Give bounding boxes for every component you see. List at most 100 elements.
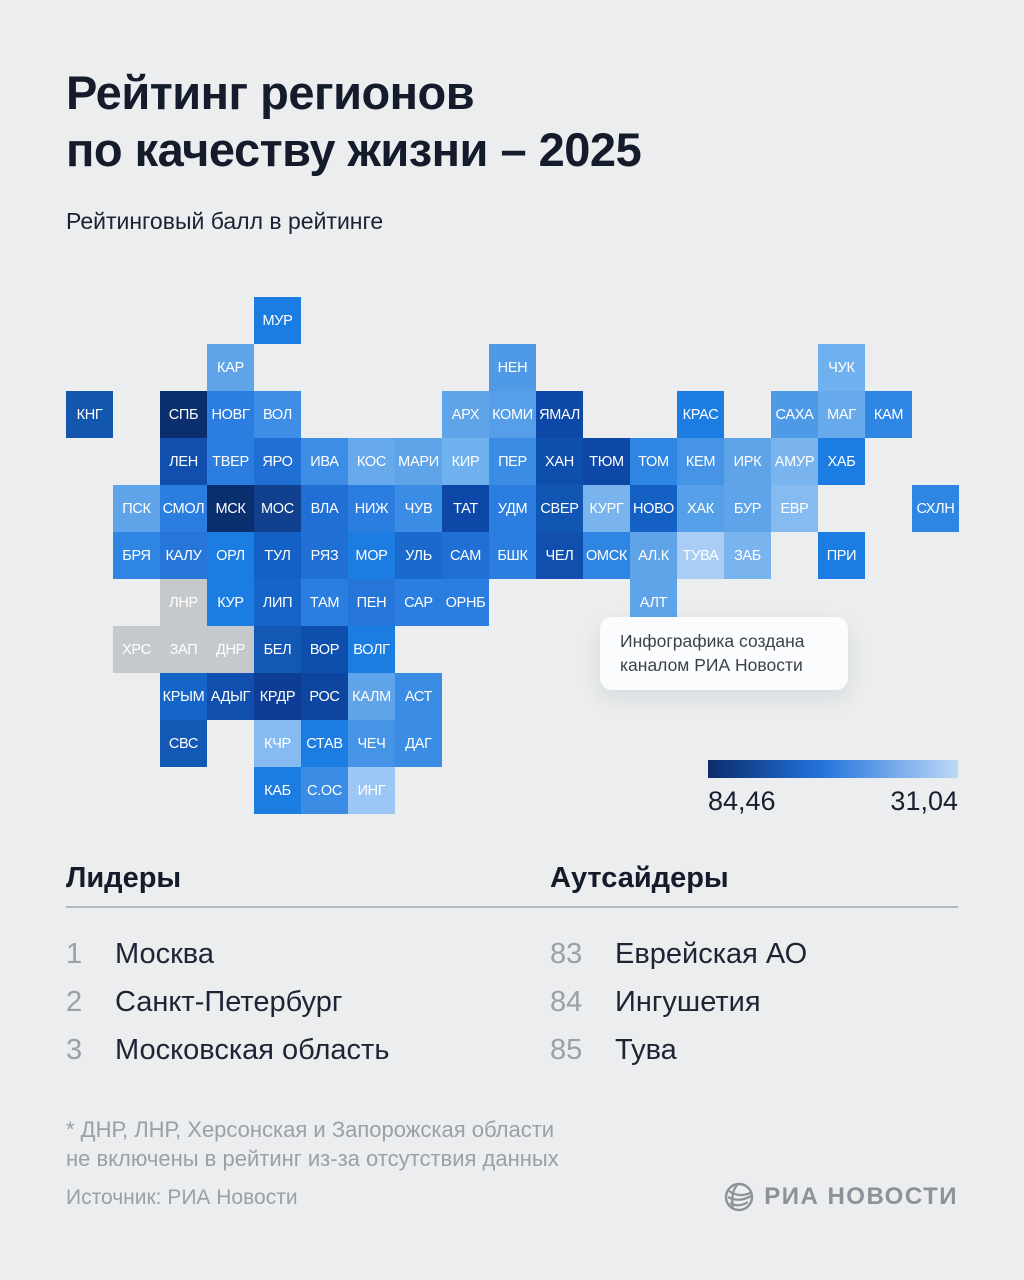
footnote-line-1: * ДНР, ЛНР, Херсонская и Запорожская обл… [66, 1117, 555, 1142]
region-tile-НЕН: НЕН [489, 344, 536, 391]
region-tile-ИВА: ИВА [301, 438, 348, 485]
region-tile-ЛЕН: ЛЕН [160, 438, 207, 485]
region-tile-ЗАБ: ЗАБ [724, 532, 771, 579]
region-tile-ЧЕЧ: ЧЕЧ [348, 720, 395, 767]
rank-row: 85 Тува [550, 1034, 807, 1082]
region-tile-ЧЕЛ: ЧЕЛ [536, 532, 583, 579]
region-name: Санкт-Петербург [115, 986, 343, 1018]
rank-row: 3 Московская область [66, 1034, 389, 1082]
region-tile-БЕЛ: БЕЛ [254, 626, 301, 673]
brand-name: РИА НОВОСТИ [764, 1183, 958, 1210]
rank-number: 3 [66, 1034, 83, 1066]
region-tile-КАЛУ: КАЛУ [160, 532, 207, 579]
rank-number: 84 [550, 986, 583, 1018]
region-tile-ОРНБ: ОРНБ [442, 579, 489, 626]
region-tile-КИР: КИР [442, 438, 489, 485]
region-tile-АРХ: АРХ [442, 391, 489, 438]
region-tile-ВОР: ВОР [301, 626, 348, 673]
rank-number: 2 [66, 986, 83, 1018]
footnote-line-2: не включены в рейтинг из-за отсутствия д… [66, 1146, 559, 1172]
attribution-note: Инфографика создана каналом РИА Новости [600, 617, 848, 691]
rank-number: 85 [550, 1034, 583, 1066]
region-tile-КАБ: КАБ [254, 767, 301, 814]
region-tile-ЧУВ: ЧУВ [395, 485, 442, 532]
rank-row: 83 Еврейская АО [550, 938, 807, 986]
region-tile-ЯРО: ЯРО [254, 438, 301, 485]
leaders-heading: Лидеры [66, 862, 182, 894]
region-tile-НОВО: НОВО [630, 485, 677, 532]
region-tile-МАГ: МАГ [818, 391, 865, 438]
region-tile-ТАМ: ТАМ [301, 579, 348, 626]
legend-min-label: 31,04 [890, 786, 958, 816]
rank-number: 1 [66, 938, 83, 970]
region-name: Москва [115, 938, 215, 970]
region-tile-ТУВА: ТУВА [677, 532, 724, 579]
region-tile-ТЮМ: ТЮМ [583, 438, 630, 485]
region-tile-ПРИ: ПРИ [818, 532, 865, 579]
region-tile-КУРГ: КУРГ [583, 485, 630, 532]
region-name: Московская область [115, 1034, 390, 1066]
region-tile-КОС: КОС [348, 438, 395, 485]
region-tile-ХАБ: ХАБ [818, 438, 865, 485]
source-label: Источник: РИА Новости [66, 1186, 298, 1209]
ria-globe-icon [724, 1182, 754, 1212]
region-tile-УДМ: УДМ [489, 485, 536, 532]
region-tile-ПСК: ПСК [113, 485, 160, 532]
region-tile-КРАС: КРАС [677, 391, 724, 438]
footnote: * ДНР, ЛНР, Херсонская и Запорожская обл… [66, 1115, 559, 1174]
region-tile-НОВГ: НОВГ [207, 391, 254, 438]
region-tile-АДЫГ: АДЫГ [207, 673, 254, 720]
region-tile-САР: САР [395, 579, 442, 626]
region-tile-КАМ: КАМ [865, 391, 912, 438]
region-tile-КУР: КУР [207, 579, 254, 626]
region-tile-СХЛН: СХЛН [912, 485, 959, 532]
region-tile-РЯЗ: РЯЗ [301, 532, 348, 579]
region-tile-ТВЕР: ТВЕР [207, 438, 254, 485]
region-tile-САМ: САМ [442, 532, 489, 579]
region-name: Ингушетия [615, 986, 761, 1018]
region-tile-ИРК: ИРК [724, 438, 771, 485]
title-line-1: Рейтинг регионов [66, 66, 475, 119]
region-tile-ИНГ: ИНГ [348, 767, 395, 814]
region-tile-КРЫМ: КРЫМ [160, 673, 207, 720]
page-title: Рейтинг регионов по качеству жизни – 202… [66, 64, 642, 179]
region-tile-ЕВР: ЕВР [771, 485, 818, 532]
region-tile-ЛНР: ЛНР [160, 579, 207, 626]
region-tile-МАРИ: МАРИ [395, 438, 442, 485]
region-tile-НИЖ: НИЖ [348, 485, 395, 532]
region-tile-АЛ.К: АЛ.К [630, 532, 677, 579]
region-tile-ХРС: ХРС [113, 626, 160, 673]
region-tile-ЧУК: ЧУК [818, 344, 865, 391]
region-tile-ВЛА: ВЛА [301, 485, 348, 532]
tile-map: МУР КАР НЕН ЧУК КНГ СПБ НОВГ ВОЛ АРХ КОМИ ЯМАЛ КРАС… [66, 297, 966, 817]
region-tile-СВС: СВС [160, 720, 207, 767]
region-tile-СВЕР: СВЕР [536, 485, 583, 532]
region-tile-ХАК: ХАК [677, 485, 724, 532]
region-tile-ТОМ: ТОМ [630, 438, 677, 485]
region-tile-УЛЬ: УЛЬ [395, 532, 442, 579]
region-tile-КАР: КАР [207, 344, 254, 391]
region-tile-ДАГ: ДАГ [395, 720, 442, 767]
rank-row: 1 Москва [66, 938, 389, 986]
region-tile-СМОЛ: СМОЛ [160, 485, 207, 532]
region-tile-ДНР: ДНР [207, 626, 254, 673]
region-tile-АСТ: АСТ [395, 673, 442, 720]
region-tile-МУР: МУР [254, 297, 301, 344]
rank-row: 2 Санкт-Петербург [66, 986, 389, 1034]
region-tile-КАЛМ: КАЛМ [348, 673, 395, 720]
region-tile-ТАТ: ТАТ [442, 485, 489, 532]
title-line-2: по качеству жизни – 2025 [66, 123, 642, 177]
region-tile-КРДР: КРДР [254, 673, 301, 720]
region-tile-ЗАП: ЗАП [160, 626, 207, 673]
region-tile-ПЕН: ПЕН [348, 579, 395, 626]
region-tile-ЯМАЛ: ЯМАЛ [536, 391, 583, 438]
region-name: Еврейская АО [615, 938, 808, 970]
region-tile-С.ОС: С.ОС [301, 767, 348, 814]
region-tile-БУР: БУР [724, 485, 771, 532]
region-tile-МСК: МСК [207, 485, 254, 532]
rank-row: 84 Ингушетия [550, 986, 807, 1034]
leaders-list: 1 Москва 2 Санкт-Петербург 3 Московская облас… [66, 938, 389, 1082]
region-tile-КЧР: КЧР [254, 720, 301, 767]
page-subtitle: Рейтинговый балл в рейтинге [66, 208, 384, 234]
